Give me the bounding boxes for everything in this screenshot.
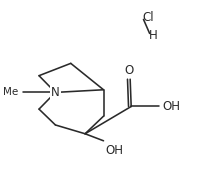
Text: O: O bbox=[124, 64, 134, 77]
Text: Cl: Cl bbox=[142, 11, 154, 24]
Text: OH: OH bbox=[162, 100, 180, 113]
Text: OH: OH bbox=[106, 144, 124, 157]
Text: Me: Me bbox=[3, 87, 19, 97]
Text: N: N bbox=[51, 86, 60, 99]
Text: H: H bbox=[149, 29, 157, 42]
